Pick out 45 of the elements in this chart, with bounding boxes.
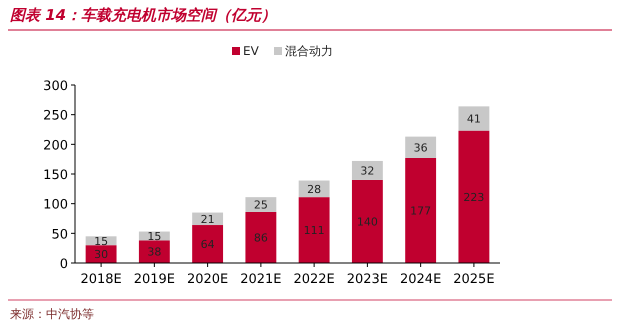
bar	[405, 158, 436, 263]
data-label: 32	[360, 164, 374, 178]
bar	[352, 160, 383, 180]
data-label: 223	[463, 190, 484, 204]
data-label: 21	[200, 212, 215, 226]
x-tick-label: 2020E	[186, 272, 228, 287]
data-label: 15	[94, 234, 108, 248]
x-tick-label: 2022E	[293, 272, 335, 287]
bar	[245, 197, 276, 212]
y-tick-label: 50	[51, 227, 68, 242]
legend-label: 混合动力	[285, 44, 333, 58]
x-tick-label: 2021E	[240, 272, 282, 287]
y-tick-label: 300	[43, 79, 68, 94]
bar	[405, 136, 436, 158]
data-label: 41	[466, 112, 481, 126]
bar	[298, 197, 330, 263]
x-tick-label: 2019E	[134, 272, 176, 287]
data-label: 111	[304, 224, 325, 238]
y-tick-label: 0	[60, 257, 68, 272]
data-label: 30	[94, 248, 108, 262]
y-tick-label: 100	[43, 198, 68, 213]
bar	[352, 180, 383, 263]
data-label: 86	[254, 231, 268, 244]
data-label: 36	[414, 141, 428, 154]
data-label: 25	[254, 198, 268, 212]
bar	[245, 212, 276, 263]
y-tick-label: 150	[43, 168, 68, 183]
bar	[458, 130, 490, 263]
data-label: 28	[307, 182, 322, 196]
data-label: 64	[200, 238, 215, 252]
legend-label: EV	[243, 44, 260, 58]
chart-title: 图表 14：车载充电机市场空间（亿元）	[10, 6, 276, 24]
data-label: 15	[147, 230, 162, 244]
x-tick-label: 2018E	[80, 272, 122, 287]
x-tick-label: 2023E	[346, 272, 388, 287]
y-tick-label: 200	[43, 138, 68, 154]
data-label: 177	[410, 204, 432, 218]
source-note: 来源：中汽协等	[10, 307, 94, 321]
x-tick-label: 2024E	[400, 272, 442, 287]
bar	[458, 106, 490, 131]
data-label: 38	[147, 246, 162, 259]
bar	[192, 225, 224, 263]
y-tick-label: 250	[43, 108, 68, 124]
data-label: 140	[356, 215, 378, 228]
x-tick-label: 2025E	[453, 272, 495, 287]
